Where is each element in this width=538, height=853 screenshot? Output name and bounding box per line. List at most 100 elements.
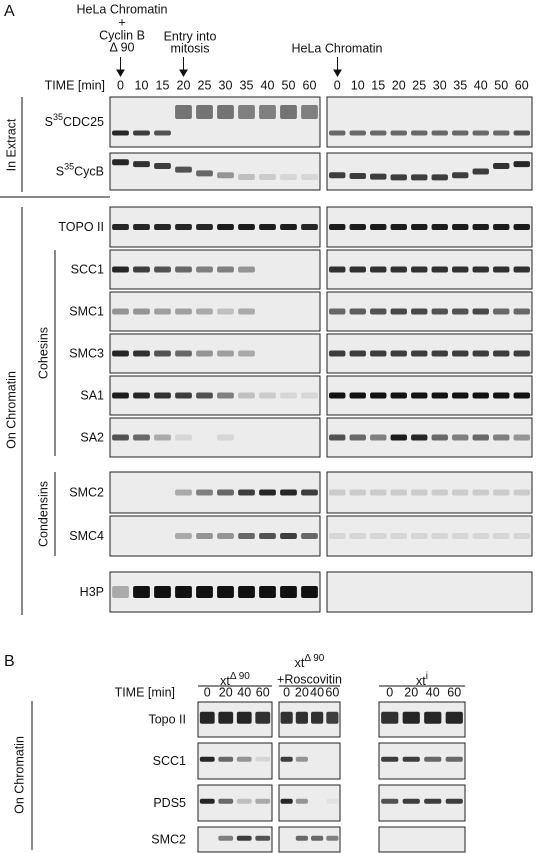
band — [431, 350, 448, 357]
band — [370, 392, 387, 399]
label-text: Topo II — [148, 713, 186, 727]
band — [295, 835, 308, 841]
band — [513, 224, 530, 230]
band — [280, 798, 293, 804]
band — [217, 489, 234, 496]
band — [424, 711, 442, 724]
band — [493, 392, 510, 399]
blot — [326, 571, 533, 613]
band — [390, 533, 407, 539]
band — [154, 130, 171, 136]
annotation: Cyclin B — [99, 28, 145, 42]
band — [236, 835, 252, 841]
band — [390, 266, 407, 273]
row-label: SMC3 — [69, 347, 104, 361]
blot — [109, 291, 321, 332]
band — [370, 434, 387, 441]
band — [199, 711, 215, 724]
band — [311, 835, 324, 841]
header-text: xt — [416, 674, 426, 688]
annotation: + — [118, 15, 125, 29]
band — [196, 392, 213, 399]
band — [472, 224, 489, 230]
band — [196, 350, 213, 357]
band — [175, 489, 192, 496]
time-value: 60 — [515, 78, 529, 92]
header-sup: i — [426, 671, 428, 682]
band — [295, 756, 308, 762]
label-text: SCC1 — [153, 754, 186, 768]
band — [402, 711, 420, 724]
annotation: HeLa Chromatin — [291, 41, 382, 55]
group-header: xti — [416, 671, 428, 689]
row-label: H3P — [80, 585, 104, 599]
band — [329, 350, 346, 357]
band — [472, 266, 489, 273]
band — [112, 586, 129, 598]
band — [472, 434, 489, 441]
band — [218, 711, 234, 724]
band — [154, 266, 171, 273]
band — [175, 434, 192, 441]
band — [349, 489, 366, 496]
band — [133, 434, 150, 441]
band — [452, 224, 469, 230]
band — [431, 392, 448, 399]
band — [280, 105, 297, 119]
band — [217, 533, 234, 539]
band — [390, 350, 407, 357]
time-value: 40 — [474, 78, 488, 92]
band — [513, 533, 530, 539]
arrows — [116, 57, 342, 77]
band — [493, 489, 510, 496]
band — [370, 224, 387, 230]
band — [445, 756, 463, 762]
band — [349, 533, 366, 539]
time-label: TIME [min] — [45, 78, 105, 92]
band — [326, 711, 339, 724]
band — [452, 434, 469, 441]
band — [513, 489, 530, 496]
time-value: 0 — [334, 78, 341, 92]
band — [196, 489, 213, 496]
header-text: xt — [295, 656, 305, 670]
band — [424, 756, 442, 762]
band — [259, 489, 276, 496]
band — [280, 756, 293, 762]
band — [493, 224, 510, 230]
panel-label: B — [4, 653, 15, 670]
band — [431, 489, 448, 496]
band — [431, 224, 448, 230]
band — [217, 350, 234, 357]
band — [452, 533, 469, 539]
band — [255, 835, 271, 841]
band — [238, 533, 255, 539]
band — [301, 392, 318, 399]
band — [217, 392, 234, 399]
band — [411, 533, 428, 539]
band — [259, 174, 276, 181]
time-value: 0 — [283, 685, 290, 699]
time-label: TIME [min] — [115, 685, 175, 699]
band — [402, 798, 420, 804]
band — [280, 489, 297, 496]
row-label: Topo II — [148, 713, 186, 727]
band — [175, 350, 192, 357]
band — [217, 172, 234, 179]
band — [411, 174, 428, 181]
band — [217, 434, 234, 441]
band — [445, 798, 463, 804]
group-label: On Chromatin — [4, 371, 18, 449]
time-value: 25 — [198, 78, 212, 92]
band — [411, 434, 428, 441]
band — [513, 161, 530, 168]
band — [452, 489, 469, 496]
time-value: 15 — [371, 78, 385, 92]
band — [493, 434, 510, 441]
band — [452, 266, 469, 273]
row-label: S35CDC25 — [45, 112, 104, 129]
band — [236, 756, 252, 762]
band — [411, 224, 428, 230]
row-label: SMC2 — [69, 486, 104, 500]
